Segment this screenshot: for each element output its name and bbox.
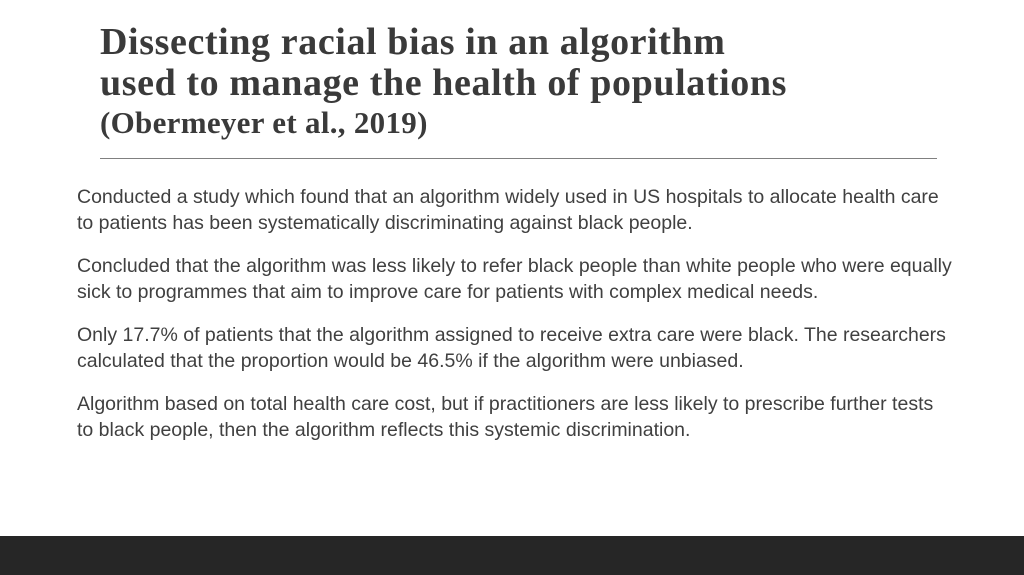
subtitle: (Obermeyer et al., 2019) (100, 105, 428, 140)
title-line: used to manage the health of populations (100, 62, 787, 104)
title-line: Dissecting racial bias in an algorithm (100, 21, 726, 63)
body-text: Conducted a study which found that an al… (77, 184, 952, 460)
paragraph: Algorithm based on total health care cos… (77, 393, 934, 441)
paragraph: Concluded that the algorithm was less li… (77, 255, 952, 303)
title-block: Dissecting racial bias in an algorithm u… (100, 22, 787, 142)
footer-bar (0, 536, 1024, 575)
paragraph: Conducted a study which found that an al… (77, 186, 939, 234)
divider (100, 158, 937, 159)
paragraph: Only 17.7% of patients that the algorith… (77, 324, 946, 372)
